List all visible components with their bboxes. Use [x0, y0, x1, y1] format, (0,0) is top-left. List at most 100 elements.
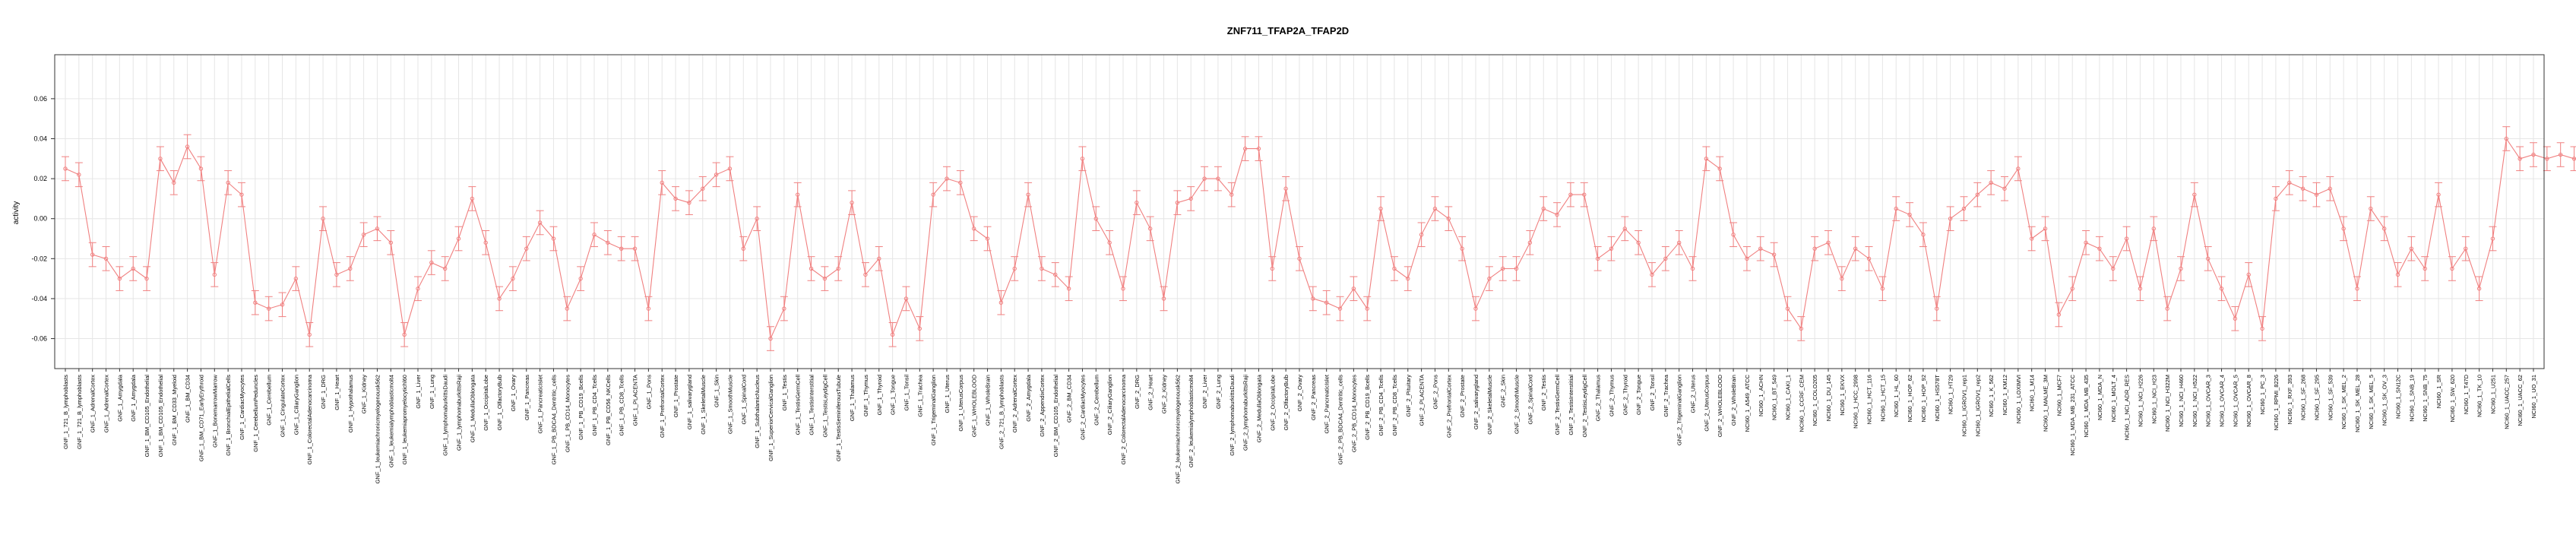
x-tick-label: NCI60_1_UACC_257: [2503, 375, 2510, 429]
x-tick-label: GNF_1_Hypothalamus: [347, 375, 354, 433]
x-tick-label: NCI60_1_HCT_116: [1866, 375, 1873, 424]
x-tick-label: GNF_1_Thymus: [862, 375, 869, 416]
x-tick-label: GNF_1_TestisSeminiferousTubule: [835, 375, 842, 461]
x-tick-label: GNF_1_Lung: [429, 375, 435, 409]
data-point: [2531, 152, 2536, 157]
x-tick-label: GNF_2_CardiacMyocytes: [1079, 375, 1086, 440]
plot-frame: [54, 54, 2545, 369]
x-tick-label: NCI60_1_LOXIMVI: [2015, 375, 2022, 423]
x-tick-label: NCI60_1_PC_3: [2259, 375, 2266, 415]
data-point: [2097, 246, 2102, 251]
data-point: [2179, 266, 2183, 271]
data-point: [2341, 226, 2346, 231]
x-tick-label: GNF_2_Liver: [1201, 375, 1208, 409]
data-point: [103, 256, 109, 261]
data-point: [253, 300, 258, 305]
data-point: [1555, 212, 1559, 217]
x-tick-label: GNF_2_Pons: [1432, 375, 1438, 410]
x-tick-label: GNF_1_Thalamus: [849, 375, 856, 422]
data-point: [307, 332, 312, 337]
x-tick-label: GNF_1_DRG: [320, 375, 327, 409]
data-point: [1419, 233, 1424, 237]
x-tick-label: GNF_1_721_B_lymphoblasts: [76, 375, 83, 449]
data-point: [2504, 136, 2509, 141]
x-tick-label: NCI60_1_NCI_H322M: [2164, 375, 2171, 432]
data-point: [90, 252, 95, 257]
x-tick-label: NCI60_1_SW_620: [2449, 375, 2456, 423]
x-tick-label: NCI60_1_MDA_N: [2097, 375, 2103, 420]
y-tick-label: -0.06: [31, 335, 47, 343]
x-tick-label: NCI60_1_K_562: [1988, 375, 1995, 416]
data-point: [131, 266, 135, 271]
data-point: [850, 200, 854, 205]
x-tick-label: NCI60_1_HCT_15: [1879, 375, 1886, 422]
x-tick-label: GNF_2_Ovary: [1296, 375, 1303, 412]
x-tick-label: GNF_2_PancreaticIslet: [1324, 374, 1331, 433]
data-point: [1216, 176, 1220, 181]
data-point: [1717, 166, 1722, 171]
data-point: [1446, 217, 1451, 221]
data-point: [1378, 206, 1383, 211]
x-tick-label: GNF_1_leukemiachronicmyelogenousk562: [374, 375, 381, 483]
data-point: [402, 332, 407, 337]
data-point: [1948, 217, 1953, 221]
data-point: [2111, 266, 2116, 271]
data-point: [592, 233, 597, 237]
x-tick-label: NCI60_1_MALME_3M: [2043, 375, 2049, 432]
x-tick-label: GNF_2_PB_CD4_Tcells: [1378, 375, 1385, 436]
x-tick-label: GNF_1_Amygdala: [130, 374, 137, 422]
data-point: [890, 332, 895, 337]
data-point: [836, 266, 840, 271]
x-tick-label: GNF_2_PB_BDCA4_Dentritic_cells: [1337, 375, 1344, 465]
data-point: [782, 306, 786, 311]
x-tick-label: GNF_2_Kidney: [1161, 375, 1168, 414]
x-tick-label: GNF_2_lymphomaburkittsRaji: [1242, 375, 1249, 451]
y-axis-label: activity: [12, 201, 21, 225]
x-tick-label: GNF_1_salivarygland: [686, 375, 693, 429]
x-tick-label: GNF_2_OccipitalLobe: [1269, 375, 1276, 431]
x-tick-label: GNF_2_TestisInterstitial: [1568, 375, 1574, 435]
data-point: [416, 287, 420, 291]
x-tick-label: GNF_2_Thyroid: [1622, 375, 1628, 415]
x-tick-label: GNF_1_CardiacMyocytes: [239, 375, 245, 440]
x-tick-label: NCI60_1_OVCAR_3: [2205, 375, 2212, 427]
data-point: [606, 240, 610, 245]
x-tick-label: NCI60_1_HOP_62: [1907, 375, 1913, 423]
data-point: [2545, 157, 2549, 161]
x-tick-label: GNF_1_BM_CD34: [185, 375, 191, 423]
x-tick-label: NCI60_1_SNB_19: [2408, 375, 2415, 422]
data-point: [2260, 326, 2264, 331]
x-tick-label: GNF_2_SpinalCord: [1527, 375, 1533, 424]
x-tick-label: GNF_1_BM_CD105_Endothelial: [157, 375, 164, 458]
data-point: [1650, 272, 1654, 277]
x-tick-label: NCI60_1_U251: [2489, 375, 2496, 414]
data-point: [2016, 166, 2021, 171]
x-tick-label: NCI60_1_RPMI_8226: [2273, 375, 2280, 430]
series-line: [65, 138, 2576, 340]
x-tick-label: GNF_1_SpinalCord: [740, 375, 747, 424]
x-tick-label: GNF_2_Thalamus: [1595, 375, 1602, 422]
x-tick-label: GNF_2_SmoothMuscle: [1514, 375, 1521, 434]
x-tick-label: GNF_1_lymphomaburkittsRaji: [456, 375, 463, 451]
x-tick-label: GNF_1_CingulateCortex: [280, 375, 286, 437]
data-point: [375, 226, 380, 231]
x-tick-label: GNF_1_SubthalamicNucleus: [754, 375, 761, 448]
data-point: [1460, 246, 1464, 251]
x-tick-label: GNF_1_Uterus: [944, 375, 951, 413]
data-point: [2233, 316, 2238, 321]
data-point: [2151, 226, 2157, 231]
x-tick-label: NCI60_1_HL_60: [1893, 375, 1900, 417]
x-tick-label: NCI60_1_SR: [2435, 374, 2442, 408]
x-tick-label: GNF_1_PB_CD56_NKCells: [605, 375, 612, 445]
x-tick-label: GNF_2_OlfactoryBulb: [1283, 375, 1290, 430]
x-tick-label: GNF_1_Cerebellum: [266, 375, 273, 426]
x-tick-label: GNF_1_Ovary: [510, 375, 517, 412]
data-point: [578, 276, 583, 281]
x-tick-label: NCI60_1_UO_31: [2530, 375, 2537, 419]
x-tick-label: GNF_1_TestisInterstitial: [809, 375, 815, 435]
data-point: [1514, 266, 1519, 271]
x-tick-label: GNF_1_PB_CD19_Bcells: [578, 375, 584, 440]
data-point: [2476, 287, 2482, 291]
data-point: [701, 186, 705, 191]
x-tick-label: GNF_2_PLACENTA: [1419, 375, 1426, 426]
